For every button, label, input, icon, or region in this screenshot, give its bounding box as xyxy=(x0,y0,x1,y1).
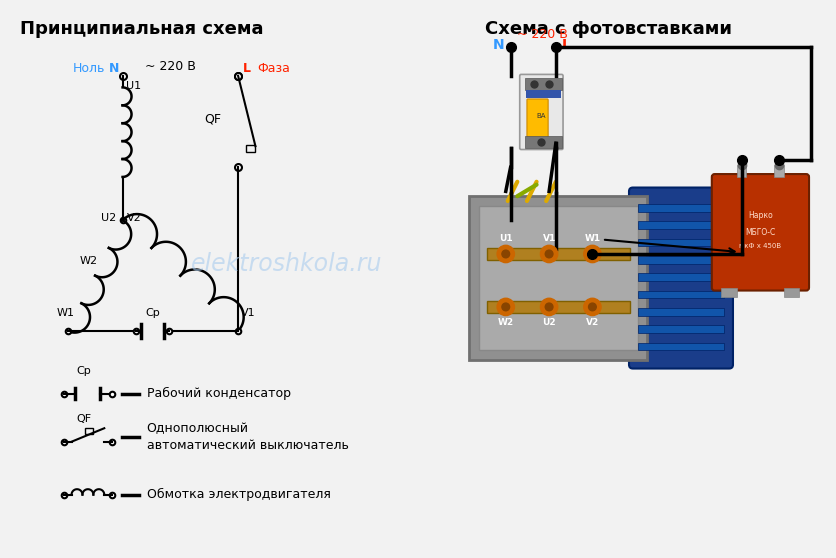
Text: V2: V2 xyxy=(126,213,141,223)
Circle shape xyxy=(540,246,558,263)
Circle shape xyxy=(589,303,596,311)
Text: Ноль: Ноль xyxy=(73,61,105,75)
Circle shape xyxy=(584,299,601,316)
Bar xyxy=(638,221,724,229)
Bar xyxy=(487,301,630,312)
Text: QF: QF xyxy=(77,415,92,425)
Text: Cp: Cp xyxy=(77,366,91,376)
Text: L: L xyxy=(562,38,570,52)
Text: V1: V1 xyxy=(241,307,256,318)
Text: ~ 220 В: ~ 220 В xyxy=(145,60,196,73)
Text: W1: W1 xyxy=(57,307,74,318)
Text: W2: W2 xyxy=(79,256,98,266)
Bar xyxy=(85,428,93,434)
Text: N: N xyxy=(110,61,120,75)
Circle shape xyxy=(497,299,514,316)
Bar xyxy=(638,204,724,211)
Bar xyxy=(525,136,562,148)
Bar xyxy=(487,248,630,259)
Text: W2: W2 xyxy=(497,318,514,327)
Bar xyxy=(479,206,638,350)
Bar xyxy=(638,239,724,246)
Bar xyxy=(638,343,724,350)
Text: ~ 220 В: ~ 220 В xyxy=(517,28,568,41)
Text: ВА: ВА xyxy=(537,113,546,119)
Bar xyxy=(638,325,724,333)
FancyBboxPatch shape xyxy=(469,196,647,360)
Text: Нарко: Нарко xyxy=(748,211,772,220)
Text: U2: U2 xyxy=(543,318,556,327)
Text: U1: U1 xyxy=(499,234,512,243)
Text: QF: QF xyxy=(204,113,221,126)
Text: Рабочий конденсатор: Рабочий конденсатор xyxy=(146,387,291,400)
FancyBboxPatch shape xyxy=(520,74,563,150)
FancyBboxPatch shape xyxy=(711,174,809,291)
Bar xyxy=(737,165,747,177)
Text: W1: W1 xyxy=(584,234,600,243)
Text: Cp: Cp xyxy=(145,307,160,318)
Circle shape xyxy=(502,303,510,311)
Text: мкФ х 450В: мкФ х 450В xyxy=(739,243,782,249)
Text: N: N xyxy=(493,38,505,52)
Bar xyxy=(721,288,737,297)
Text: Фаза: Фаза xyxy=(257,61,290,75)
FancyBboxPatch shape xyxy=(629,187,733,368)
Bar xyxy=(784,288,799,297)
Text: Однополюсный
автоматический выключатель: Однополюсный автоматический выключатель xyxy=(146,422,349,452)
Circle shape xyxy=(502,250,510,258)
Text: МБГО-С: МБГО-С xyxy=(746,228,776,237)
Circle shape xyxy=(584,246,601,263)
Circle shape xyxy=(589,250,596,258)
Circle shape xyxy=(545,250,553,258)
Text: U2: U2 xyxy=(101,213,117,223)
Circle shape xyxy=(545,303,553,311)
Text: V1: V1 xyxy=(543,234,556,243)
Bar xyxy=(526,90,561,98)
Text: V2: V2 xyxy=(586,318,599,327)
Bar xyxy=(638,291,724,299)
Text: elektroshkola.ru: elektroshkola.ru xyxy=(191,252,382,276)
Text: Обмотка электродвигателя: Обмотка электродвигателя xyxy=(146,488,330,501)
Circle shape xyxy=(540,299,558,316)
Text: U1: U1 xyxy=(126,81,141,90)
FancyBboxPatch shape xyxy=(527,99,548,137)
Text: L: L xyxy=(243,61,251,75)
Text: Принципиальная схема: Принципиальная схема xyxy=(20,20,263,38)
Bar xyxy=(638,256,724,263)
Text: Схема с фотовставками: Схема с фотовставками xyxy=(485,20,732,38)
Circle shape xyxy=(497,246,514,263)
Bar xyxy=(638,273,724,281)
Bar xyxy=(774,165,784,177)
Bar xyxy=(246,145,256,152)
Bar xyxy=(638,308,724,316)
Bar xyxy=(525,78,562,90)
